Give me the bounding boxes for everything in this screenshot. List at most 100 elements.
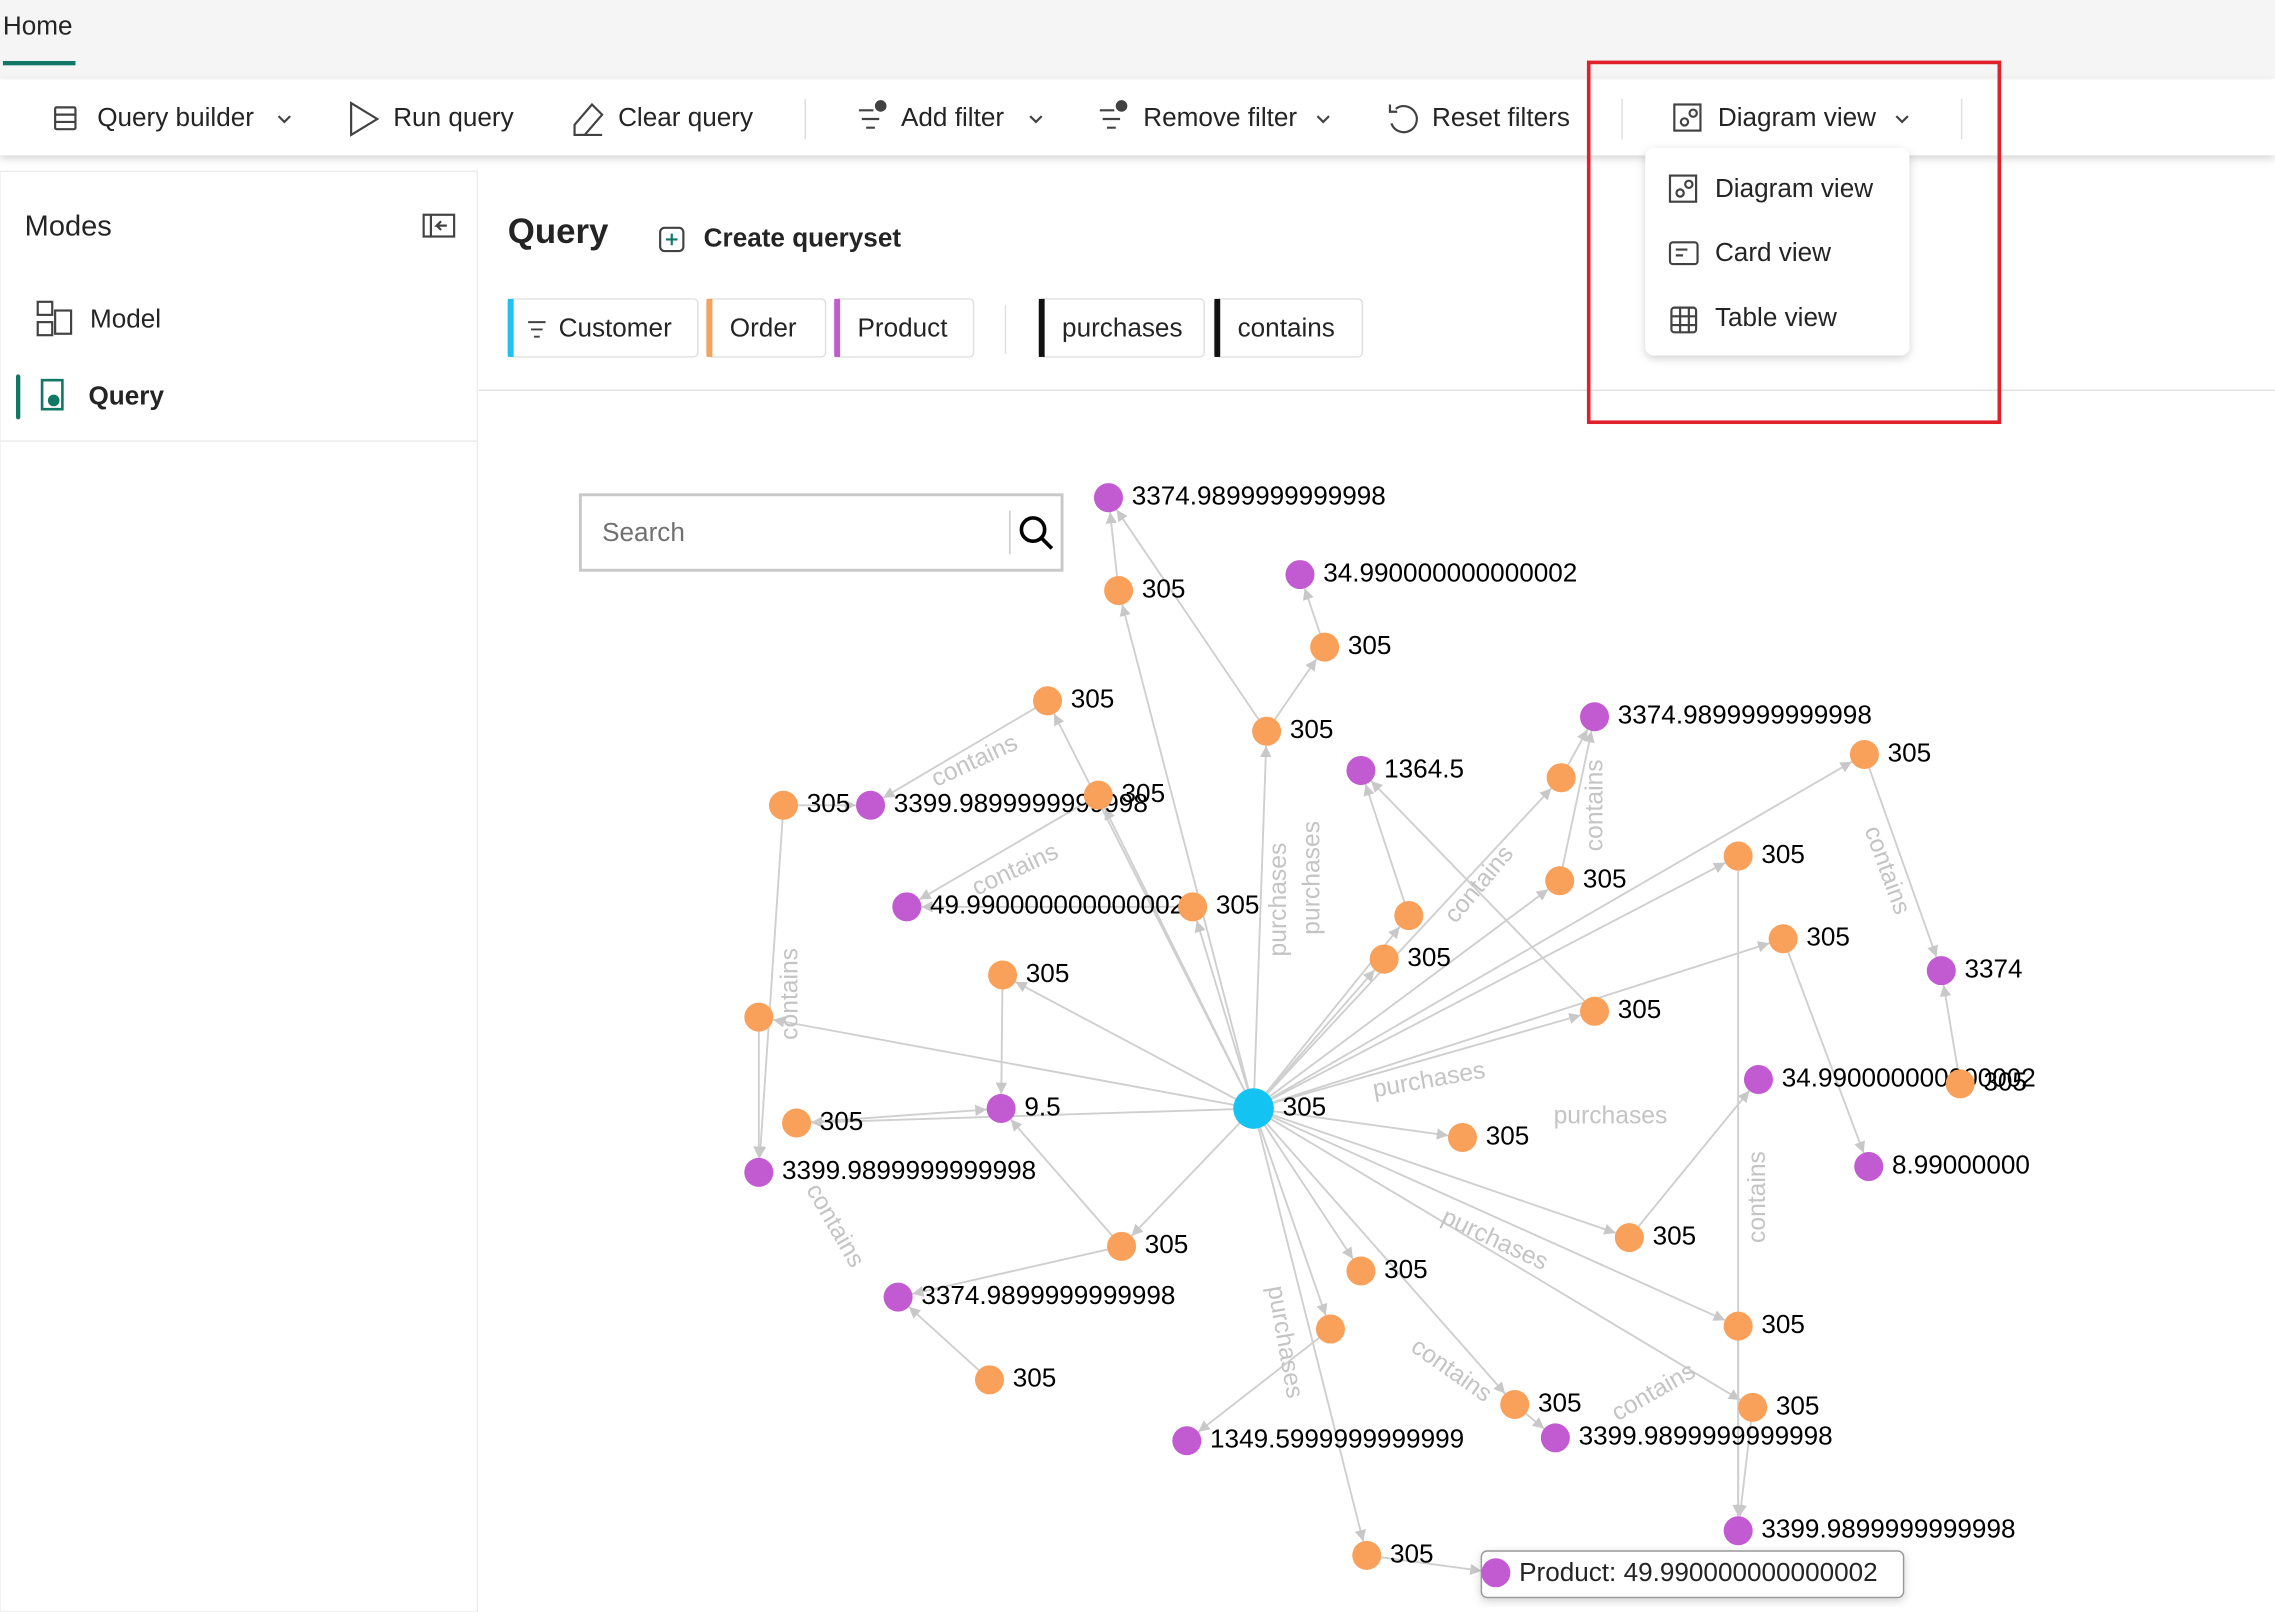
node-label: 305	[1122, 778, 1166, 808]
create-icon	[659, 226, 685, 253]
graph-node[interactable]	[1540, 1423, 1570, 1453]
node-label: 305	[1761, 1309, 1805, 1339]
graph-node[interactable]	[1346, 755, 1376, 785]
graph-node[interactable]	[1768, 924, 1798, 954]
graph-node[interactable]	[1447, 1123, 1478, 1153]
add-filter-button[interactable]: Add filter	[901, 102, 1004, 132]
graph-node[interactable]	[744, 1157, 774, 1187]
edge-label: purchases	[1265, 843, 1292, 957]
tooltip-node	[1481, 1558, 1511, 1588]
edge	[1053, 713, 1255, 1109]
tooltip-text: Product: 49.990000000000002	[1519, 1557, 1878, 1587]
graph-node[interactable]	[1580, 702, 1610, 732]
graph-node[interactable]	[856, 790, 886, 820]
graph-node[interactable]	[782, 1108, 812, 1138]
view-menu-icons	[1668, 174, 1699, 334]
graph-node[interactable]	[1107, 1231, 1137, 1261]
graph-node[interactable]	[988, 960, 1018, 990]
run-query-button[interactable]: Run query	[393, 102, 513, 132]
graph-node[interactable]	[986, 1094, 1016, 1124]
node-label: 305	[1538, 1387, 1582, 1417]
edge	[1782, 938, 1865, 1154]
graph-node[interactable]	[1172, 1426, 1202, 1456]
graph-node[interactable]	[1545, 866, 1575, 896]
node-label: 1364.5	[1384, 753, 1464, 783]
graph-node[interactable]	[768, 790, 798, 820]
reset-filters-button[interactable]: Reset filters	[1432, 102, 1570, 132]
graph-node[interactable]	[744, 1002, 774, 1032]
graph-node[interactable]	[1945, 1069, 1975, 1099]
graph-node[interactable]	[1926, 956, 1956, 986]
clear-query-button[interactable]: Clear query	[618, 102, 753, 132]
view-button[interactable]: Diagram view	[1718, 102, 1876, 132]
graph-node[interactable]	[1546, 763, 1576, 793]
graph-node[interactable]	[1083, 780, 1113, 810]
graph-node[interactable]	[1614, 1223, 1644, 1253]
graph-node[interactable]	[883, 1282, 913, 1312]
graph-node[interactable]	[1738, 1392, 1768, 1422]
graph-node[interactable]	[1849, 739, 1879, 770]
graph-node[interactable]	[1315, 1314, 1345, 1344]
graph-node[interactable]	[892, 892, 922, 922]
graph-node[interactable]	[1346, 1256, 1376, 1286]
edge	[1253, 1107, 1449, 1140]
edge	[1253, 861, 1726, 1110]
node-label: 8.99000000	[1892, 1149, 2030, 1179]
edge	[1252, 787, 1552, 1110]
view-menu-item[interactable]: Diagram view	[1715, 173, 1873, 203]
view-menu-item[interactable]: Card view	[1715, 237, 1831, 267]
query-builder-button[interactable]: Query builder	[97, 102, 254, 132]
view-menu-item[interactable]: Table view	[1715, 302, 1837, 332]
edge	[1370, 780, 1596, 1012]
sidebar-item[interactable]: Model	[90, 304, 161, 334]
graph-node[interactable]	[1854, 1152, 1884, 1182]
remove-filter-button[interactable]: Remove filter	[1143, 102, 1297, 132]
graph: contains contains contains purchases purchas…	[744, 481, 2036, 1588]
graph-node[interactable]	[1394, 901, 1424, 931]
edge-label: contains	[1744, 1151, 1771, 1243]
graph-node[interactable]	[1093, 483, 1123, 513]
chip-color	[706, 298, 713, 357]
graph-node[interactable]	[1369, 944, 1399, 974]
graph-node[interactable]	[1723, 1311, 1753, 1341]
graph-node[interactable]	[1352, 1540, 1382, 1570]
edge	[1558, 730, 1595, 881]
highlight-box	[1586, 60, 2002, 425]
chip-label: purchases	[1062, 312, 1182, 342]
search-icon[interactable]	[1009, 510, 1054, 555]
edge	[1253, 1012, 1581, 1110]
edge	[1265, 658, 1318, 732]
graph-node[interactable]	[1033, 686, 1063, 716]
node-label: 305	[1983, 1067, 2027, 1097]
node-label: 305	[1618, 994, 1662, 1024]
filter-chip[interactable]	[1038, 298, 1205, 358]
graph-node[interactable]	[1723, 1516, 1753, 1546]
graph-node[interactable]	[1104, 576, 1134, 606]
search-box[interactable]	[578, 493, 1064, 572]
graph-node[interactable]	[1743, 1064, 1773, 1095]
graph-node[interactable]	[1723, 841, 1753, 871]
sidebar-item[interactable]: Query	[89, 380, 165, 410]
graph-node[interactable]	[1310, 632, 1340, 662]
chip-color	[1214, 298, 1221, 357]
graph-node[interactable]	[1580, 996, 1610, 1026]
edge-label: contains	[1581, 759, 1608, 851]
node-label: 305	[1013, 1363, 1057, 1393]
tab[interactable]: Home	[3, 10, 73, 40]
create-queryset-button[interactable]: Create queryset	[704, 222, 902, 252]
edge	[1252, 745, 1272, 1109]
node-label: 305	[1348, 630, 1392, 660]
graph-node[interactable]	[1178, 892, 1208, 922]
edge-label: contains	[1439, 841, 1519, 929]
graph-node[interactable]	[1252, 716, 1282, 746]
graph-node[interactable]	[975, 1365, 1005, 1395]
node-label: 305	[1761, 839, 1805, 869]
graph-node[interactable]	[1500, 1389, 1530, 1420]
graph-node[interactable]	[1285, 560, 1315, 590]
edge-label: purchases	[1262, 1284, 1308, 1401]
edge	[1253, 888, 1549, 1110]
chip-label: Product	[857, 312, 948, 342]
edge	[1197, 1328, 1332, 1433]
graph-node[interactable]	[1233, 1088, 1274, 1129]
